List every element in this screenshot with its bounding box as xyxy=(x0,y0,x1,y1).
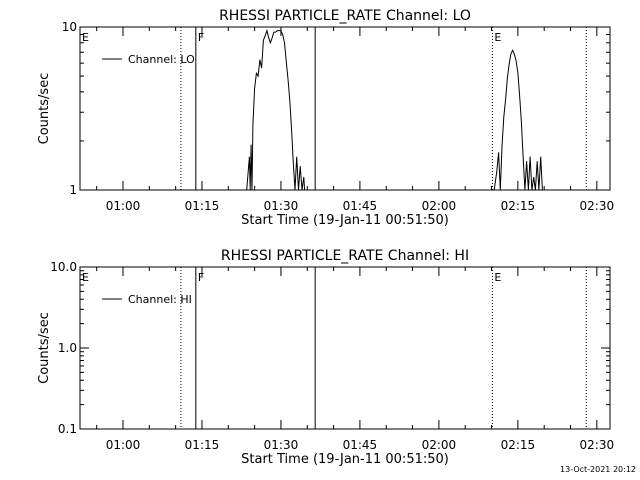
time-marker-label: F xyxy=(198,271,204,284)
legend-label: Channel: HI xyxy=(128,293,192,306)
y-tick-label: 10.0 xyxy=(50,260,77,274)
x-tick-label: 01:00 xyxy=(106,199,141,213)
series-line xyxy=(246,28,306,191)
x-axis-label: Start Time (19-Jan-11 00:51:50) xyxy=(241,213,449,228)
time-marker-label: E xyxy=(82,31,89,44)
chart-title: RHESSI PARTICLE_RATE Channel: HI xyxy=(221,248,469,264)
x-tick-label: 02:30 xyxy=(580,438,615,452)
x-tick-label: 02:30 xyxy=(580,199,615,213)
y-tick-label: 1 xyxy=(69,183,77,197)
x-tick-label: 01:15 xyxy=(185,438,220,452)
plot-frame xyxy=(79,266,611,430)
time-marker-label: F xyxy=(198,31,204,44)
time-marker-label: E xyxy=(82,271,89,284)
x-axis-label: Start Time (19-Jan-11 00:51:50) xyxy=(241,452,449,467)
x-tick-label: 02:15 xyxy=(501,199,536,213)
x-tick-label: 02:00 xyxy=(422,438,457,452)
x-tick-label: 02:00 xyxy=(422,199,457,213)
y-tick-label: 1.0 xyxy=(58,341,77,355)
plot-frame xyxy=(79,26,611,191)
y-axis-label: Counts/sec xyxy=(37,73,52,145)
time-marker-label: E xyxy=(494,271,501,284)
x-tick-label: 02:15 xyxy=(501,438,536,452)
x-tick-label: 01:15 xyxy=(185,199,220,213)
legend-label: Channel: LO xyxy=(128,53,195,66)
chart-panel-1: RHESSI PARTICLE_RATE Channel: LO Start Ti… xyxy=(37,8,614,228)
x-tick-label: 01:45 xyxy=(343,199,378,213)
x-tick-label: 01:30 xyxy=(264,199,299,213)
x-tick-label: 01:45 xyxy=(343,438,378,452)
plot-timestamp: 13-Oct-2021 20:12 xyxy=(560,465,636,474)
series-line xyxy=(493,49,545,191)
chart-title: RHESSI PARTICLE_RATE Channel: LO xyxy=(219,8,471,24)
x-tick-label: 01:30 xyxy=(264,438,299,452)
y-tick-label: 10 xyxy=(62,20,77,34)
y-tick-label: 0.1 xyxy=(58,422,77,436)
y-axis-label: Counts/sec xyxy=(37,312,52,384)
time-marker-label: E xyxy=(494,31,501,44)
x-tick-label: 01:00 xyxy=(106,438,141,452)
chart-panel-2: RHESSI PARTICLE_RATE Channel: HI Start Ti… xyxy=(37,248,614,467)
